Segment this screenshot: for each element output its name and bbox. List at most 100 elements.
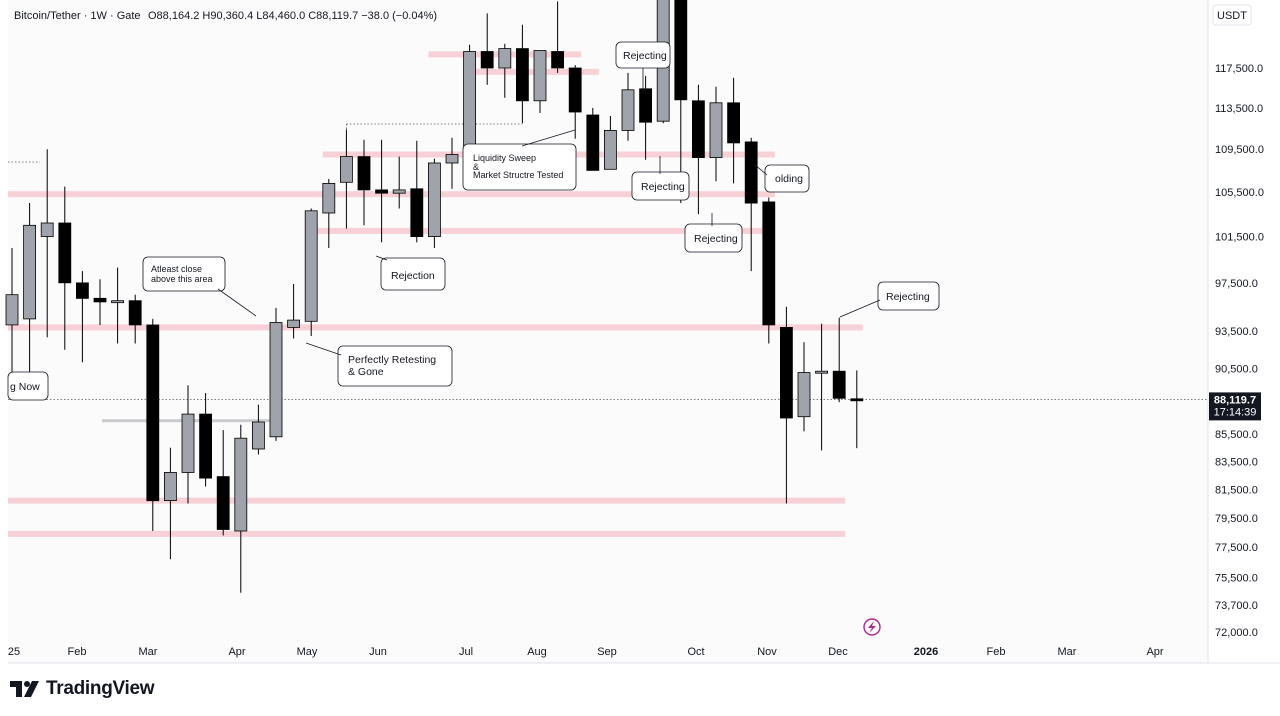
time-tick-label: Oct	[687, 646, 704, 658]
zone-band	[8, 324, 863, 331]
callout-text: Rejecting	[886, 291, 930, 303]
callout-text: Market Structre Tested	[473, 170, 563, 180]
candle-body	[146, 324, 160, 502]
time-tick-label: May	[297, 646, 318, 658]
candle	[498, 43, 512, 98]
candle	[480, 13, 494, 85]
last-price-value: 88,119.7	[1214, 394, 1256, 406]
candle-body	[287, 319, 301, 328]
symbol-title[interactable]: Bitcoin/Tether · 1W · Gate	[14, 10, 141, 22]
price-tick-label: 85,500.0	[1215, 429, 1258, 441]
candle	[163, 447, 177, 560]
time-tick-label: Nov	[757, 646, 777, 658]
time-tick-label: Dec	[828, 646, 848, 658]
candle-body	[586, 114, 600, 171]
price-axis[interactable]: 117,500.0 113,500.0 109,500.0 105,500.0 101,…	[1215, 63, 1264, 639]
candle-body	[251, 421, 265, 450]
tradingview-wordmark: TradingView	[46, 678, 155, 699]
time-tick-label: Jul	[459, 646, 473, 658]
candle-body	[533, 50, 547, 102]
candle-body	[639, 88, 652, 123]
candle-body	[40, 222, 54, 237]
zone-band	[305, 227, 775, 234]
candle-body	[304, 210, 318, 322]
candle	[251, 404, 265, 455]
candle-body	[445, 154, 459, 164]
price-tick-label: 93,500.0	[1215, 326, 1258, 338]
candle	[445, 137, 459, 189]
tradingview-logo[interactable]: TradingView	[10, 678, 155, 700]
candle-body	[832, 370, 846, 399]
price-tick-label: 72,000.0	[1215, 627, 1258, 639]
callout[interactable]: Rejecting	[684, 213, 743, 253]
candle	[604, 116, 617, 170]
callout[interactable]: Perfectly Retesting& Gone	[305, 342, 453, 387]
time-axis[interactable]: 25 Feb Mar Apr May Jun Jul Aug Sep Oct Nov Dec 2026 F…	[8, 646, 1164, 658]
candle	[339, 129, 353, 229]
candle	[709, 86, 723, 182]
callout-box	[380, 257, 446, 291]
price-tick-label: 73,700.0	[1215, 600, 1258, 612]
last-price-badge-bg	[1209, 392, 1261, 421]
candle-body	[128, 300, 142, 326]
time-tick-label: Apr	[228, 646, 245, 658]
candle	[58, 186, 72, 350]
zone-band	[8, 191, 775, 198]
candle	[727, 77, 740, 184]
candle	[744, 137, 758, 272]
callout[interactable]: g Now	[7, 371, 49, 401]
callout-text: Atleast close	[151, 264, 202, 274]
price-tick-label: 105,500.0	[1215, 187, 1264, 199]
callout[interactable]: Rejecting	[631, 156, 690, 201]
callout[interactable]: olding	[753, 163, 810, 193]
candle-body	[463, 51, 477, 155]
currency-button[interactable]	[1212, 4, 1252, 26]
callout[interactable]: Rejection	[375, 255, 446, 291]
candle-body	[762, 201, 776, 326]
candle-body	[568, 67, 582, 113]
candle-body	[392, 189, 406, 194]
candle	[199, 393, 213, 487]
candle	[23, 203, 37, 388]
callout-box	[142, 256, 226, 292]
candle	[287, 284, 301, 339]
zone-band	[8, 530, 846, 537]
candle	[568, 65, 582, 139]
time-tick-label: Aug	[527, 646, 547, 658]
price-tick-label: 90,500.0	[1215, 364, 1258, 376]
callout-box	[877, 281, 940, 311]
candle-body	[23, 224, 37, 320]
candle	[551, 1, 564, 73]
callout[interactable]: Rejecting	[615, 41, 671, 93]
candle-body	[709, 102, 723, 159]
lightning-icon[interactable]	[863, 618, 881, 636]
candle	[357, 139, 371, 226]
time-tick-label: Mar	[139, 646, 158, 658]
callout[interactable]: Rejecting	[839, 281, 940, 318]
candle	[234, 424, 248, 593]
candle-body	[322, 182, 336, 214]
time-tick-label: Apr	[1146, 646, 1163, 658]
price-tick-label: 77,500.0	[1215, 542, 1258, 554]
callout[interactable]: Liquidity Sweep&Market Structre Tested	[462, 129, 577, 191]
candle-body	[199, 413, 213, 479]
callout-text: olding	[775, 173, 803, 185]
candle	[815, 323, 828, 451]
price-tick-label: 101,500.0	[1215, 232, 1264, 244]
candle	[392, 156, 406, 209]
price-tick-label: 79,500.0	[1215, 513, 1258, 525]
callout-pointer	[217, 288, 257, 317]
candle-body	[780, 326, 793, 419]
zone-band	[463, 68, 599, 75]
callout-text: Rejecting	[641, 181, 685, 193]
callout-pointer	[753, 163, 768, 176]
candle	[427, 158, 441, 248]
ohlc-readout: O88,164.2 H90,360.4 L84,460.0 C88,119.7 …	[148, 10, 437, 22]
candle	[586, 107, 600, 171]
chart-pane[interactable]	[8, 0, 1208, 663]
callout-text: g Now	[10, 381, 40, 393]
candle	[797, 342, 811, 432]
